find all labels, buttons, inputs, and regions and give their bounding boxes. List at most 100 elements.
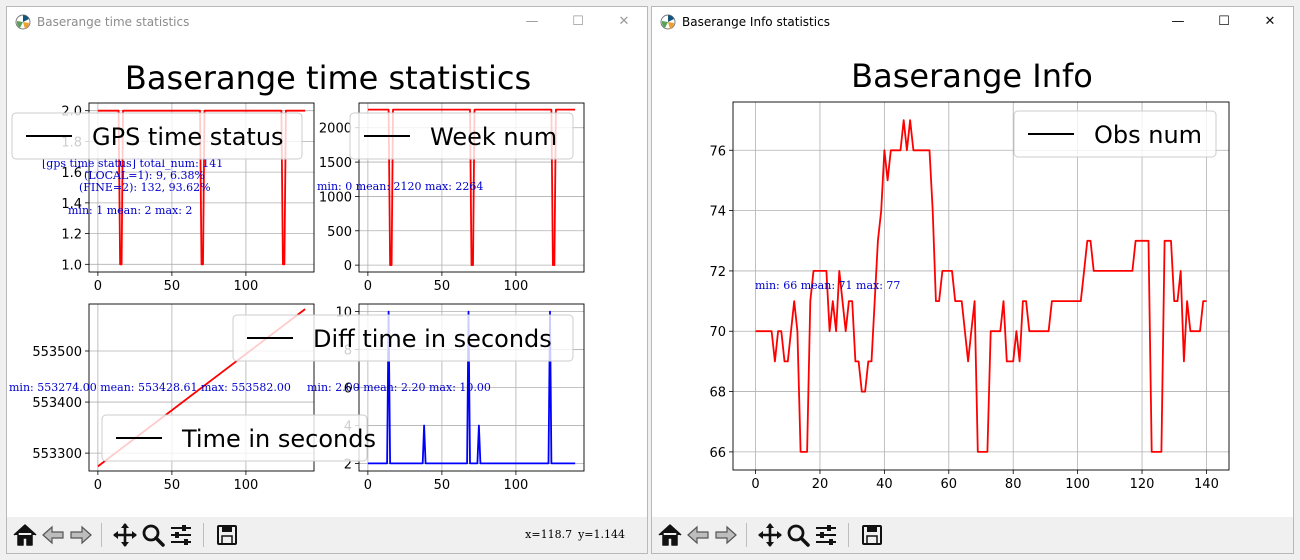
y-tick-label: 76 xyxy=(709,144,726,159)
legend-box xyxy=(101,414,368,462)
annotation-text: min: 66 mean: 71 max: 77 xyxy=(755,279,900,292)
plot-frame xyxy=(358,102,585,273)
x-tick-label: 0 xyxy=(364,279,372,294)
x-tick-label: 0 xyxy=(364,478,372,493)
y-tick-label: 2000 xyxy=(319,122,352,137)
configure-subplots-button[interactable] xyxy=(167,521,195,549)
maximize-button[interactable]: ☐ xyxy=(572,14,584,29)
configure-subplots-icon xyxy=(816,525,836,545)
x-tick-label: 40 xyxy=(876,477,893,492)
pan-icon xyxy=(113,523,137,547)
y-tick-label: 553400 xyxy=(32,396,82,411)
annotation-text: min: 553274.00 mean: 553428.61 max: 5535… xyxy=(9,381,291,394)
back-arrow-button[interactable] xyxy=(684,521,712,549)
home-icon xyxy=(658,524,682,546)
y-tick-label: 553500 xyxy=(32,345,82,360)
y-tick-label: 1500 xyxy=(319,156,352,171)
legend-box xyxy=(349,112,574,160)
x-tick-label: 100 xyxy=(503,478,528,493)
y-tick-label: 70 xyxy=(709,325,726,340)
x-tick-label: 60 xyxy=(941,477,958,492)
plot-area xyxy=(733,102,1229,470)
forward-arrow-button[interactable] xyxy=(712,521,740,549)
pan-icon xyxy=(758,523,782,547)
minimize-button[interactable]: — xyxy=(525,14,539,29)
annotation-text: [gps time status] total_num: 141 xyxy=(42,157,223,170)
legend-label: Obs num xyxy=(1094,121,1202,149)
series-line xyxy=(367,310,576,465)
save-button[interactable] xyxy=(213,521,241,549)
x-tick-label: 140 xyxy=(1194,477,1219,492)
x-tick-label: 50 xyxy=(434,279,451,294)
save-button[interactable] xyxy=(858,521,886,549)
legend-box xyxy=(232,314,574,362)
coordinate-readout: x=118.7 y=1.144 xyxy=(519,528,625,541)
figure-title: Baserange time statistics xyxy=(125,59,531,97)
y-tick-label: 1.0 xyxy=(61,258,82,273)
y-tick-label: 6 xyxy=(344,382,352,397)
matplotlib-logo-icon xyxy=(660,14,676,30)
plot-frame xyxy=(88,102,315,273)
title-bar[interactable]: Baserange Info statistics — ☐ ✕ xyxy=(652,7,1293,37)
x-tick-label: 20 xyxy=(812,477,829,492)
y-tick-label: 1.4 xyxy=(61,197,82,212)
y-tick-label: 68 xyxy=(709,386,726,401)
title-bar[interactable]: Baserange time statistics — ☐ ✕ xyxy=(7,7,647,37)
window-title: Baserange Info statistics xyxy=(682,15,830,29)
y-tick-label: 2 xyxy=(344,457,352,472)
figure-svg[interactable]: Baserange time statistics 0 50 100 1.0 1.2 1.4… xyxy=(7,37,647,519)
plot-frame xyxy=(732,101,1230,471)
toolbar-separator xyxy=(746,523,747,547)
maximize-button[interactable]: ☐ xyxy=(1218,14,1230,29)
x-tick-label: 50 xyxy=(434,478,451,493)
zoom-icon xyxy=(787,524,810,547)
forward-arrow-button[interactable] xyxy=(67,521,95,549)
x-tick-label: 100 xyxy=(1065,477,1090,492)
x-tick-label: 0 xyxy=(751,477,759,492)
toolbar-separator xyxy=(848,523,849,547)
matplotlib-logo-icon xyxy=(15,14,31,30)
home-icon xyxy=(13,524,37,546)
figure-svg[interactable]: Baserange Info 0 20 40 60 80 100 120 140 66 68 70 72… xyxy=(652,37,1293,519)
home-button[interactable] xyxy=(11,521,39,549)
coordinate-y: y=1.144 xyxy=(578,528,625,541)
figure-title: Baserange Info xyxy=(851,57,1093,95)
close-button[interactable]: ✕ xyxy=(1264,14,1276,29)
legend-label: Time in seconds xyxy=(181,425,376,453)
plot-frame xyxy=(88,303,315,472)
figure-canvas[interactable]: Baserange Info 0 20 40 60 80 100 120 140 66 68 70 72… xyxy=(652,37,1293,519)
y-tick-label: 1000 xyxy=(319,190,352,205)
overlay-3: min: 2.00 mean: 2.20 max: 10.00 Diff time… xyxy=(232,314,574,394)
x-tick-label: 50 xyxy=(164,279,181,294)
info-statistics-window: Baserange Info statistics — ☐ ✕ Baserang… xyxy=(651,6,1294,554)
pan-button[interactable] xyxy=(111,521,139,549)
forward-arrow-icon xyxy=(715,525,737,545)
series-line xyxy=(367,108,576,267)
configure-subplots-button[interactable] xyxy=(812,521,840,549)
x-tick-label: 0 xyxy=(94,478,102,493)
annotation-text: min: 2.00 mean: 2.20 max: 10.00 xyxy=(307,381,491,394)
back-arrow-button[interactable] xyxy=(39,521,67,549)
y-tick-label: 0 xyxy=(344,259,352,274)
close-button[interactable]: ✕ xyxy=(618,14,630,29)
minimize-button[interactable]: — xyxy=(1171,14,1185,29)
x-tick-label: 100 xyxy=(233,279,258,294)
save-icon xyxy=(862,525,882,545)
toolbar-separator xyxy=(203,523,204,547)
series-line xyxy=(755,119,1207,453)
x-tick-label: 100 xyxy=(233,478,258,493)
annotation-text: (LOCAL=1): 9, 6.38% xyxy=(84,169,205,182)
y-tick-label: 1.2 xyxy=(61,228,82,243)
annotation-text: min: 0 mean: 2120 max: 2264 xyxy=(317,180,483,193)
zoom-button[interactable] xyxy=(139,521,167,549)
zoom-button[interactable] xyxy=(784,521,812,549)
back-arrow-icon xyxy=(42,525,64,545)
forward-arrow-icon xyxy=(70,525,92,545)
figure-canvas[interactable]: Baserange time statistics 0 50 100 1.0 1.2 1.4… xyxy=(7,37,647,519)
pan-button[interactable] xyxy=(756,521,784,549)
navigation-toolbar: x=118.7 y=1.144 xyxy=(7,517,647,553)
series-line xyxy=(97,109,306,266)
y-tick-label: 553300 xyxy=(32,447,82,462)
legend-box xyxy=(11,112,303,160)
home-button[interactable] xyxy=(656,521,684,549)
